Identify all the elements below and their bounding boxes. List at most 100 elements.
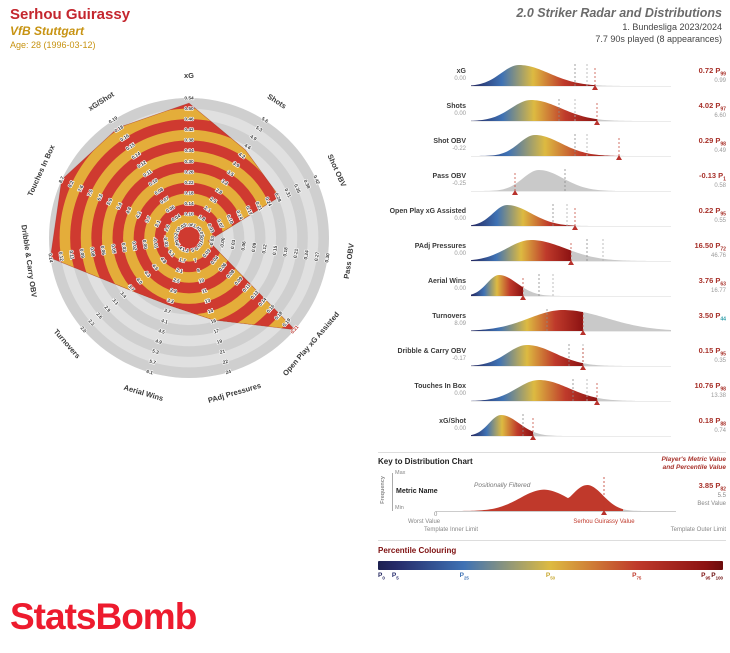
key-player-note-line2: and Percentile Value bbox=[662, 464, 726, 472]
percentile-label-p25: P25 bbox=[459, 572, 469, 581]
radar-tick-label: 1.4 bbox=[191, 223, 200, 232]
radar-tick-label: 0.15 bbox=[125, 142, 136, 152]
player-value-marker bbox=[520, 294, 526, 300]
distribution-values: 3.50 P44 bbox=[671, 311, 726, 331]
distribution-row-xg-shot: xG/Shot 0.00 0.18 P88 0.74 bbox=[378, 408, 726, 443]
radar-tick-label: 19 bbox=[216, 338, 223, 345]
radar-tick-label: 3.4 bbox=[119, 291, 128, 300]
radar-tick-label: 2.1 bbox=[175, 267, 183, 275]
player-value-and-percentile: 3.76 P63 bbox=[698, 275, 726, 288]
radar-tick-label: 0.09 bbox=[251, 242, 258, 252]
distribution-label-block: xG/Shot 0.00 bbox=[378, 418, 471, 434]
radar-tick-label: 0.30 bbox=[184, 159, 194, 165]
player-value-marker bbox=[594, 119, 600, 125]
distribution-plot bbox=[471, 63, 671, 90]
distribution-plot bbox=[471, 308, 671, 335]
radar-axis-title: Shots bbox=[266, 92, 288, 111]
radar-axis-title: xG bbox=[184, 71, 194, 80]
radar-tick-label: 11 bbox=[201, 288, 208, 295]
player-value-marker bbox=[530, 434, 536, 440]
distribution-values: 16.50 P72 46.76 bbox=[671, 241, 726, 261]
key-frequency-label: Frequency bbox=[379, 476, 386, 504]
radar-tick-label: 0.08 bbox=[88, 247, 95, 257]
player-value-marker bbox=[594, 399, 600, 405]
best-value: 46.76 bbox=[710, 253, 726, 260]
percentile-label-p50: P50 bbox=[545, 572, 556, 581]
radar-axis-shots: 1.41.82.12.52.83.23.53.94.24.64.95.35.6 S… bbox=[191, 91, 289, 233]
distribution-row-touches-in-box: Touches In Box 0.00 10.76 P98 13.38 bbox=[378, 373, 726, 408]
radar-tick-label: 5.4 bbox=[175, 242, 184, 251]
radar-tick-label: -0.04 bbox=[172, 234, 180, 246]
percentile-bar-labels: P0 P5 P25 P50 P75 P95 P100 bbox=[378, 572, 723, 584]
player-value-and-percentile: 0.18 P88 bbox=[698, 415, 726, 428]
percentile-gradient-bar bbox=[378, 561, 723, 570]
radar-tick-label: 8 bbox=[197, 268, 202, 275]
distribution-plot bbox=[471, 273, 671, 300]
radar-tick-label: 3.3 bbox=[166, 298, 174, 306]
key-worst-value-number: 0 bbox=[434, 512, 438, 518]
radar-tick-label: 0.09 bbox=[78, 248, 85, 258]
distribution-values: 10.76 P98 13.38 bbox=[671, 381, 726, 401]
worst-value: 0.00 bbox=[454, 216, 466, 223]
radar-tick-label: 6.1 bbox=[145, 369, 153, 377]
distribution-list: xG 0.00 0.72 P99 0.99 Shots 0.00 4.02 P97 6.60 S… bbox=[378, 58, 726, 443]
metric-label: xG/Shot bbox=[439, 417, 466, 425]
key-template-inner-label: Template Inner Limit bbox=[424, 527, 479, 533]
radar-tick-label: 0.11 bbox=[242, 283, 253, 294]
distribution-plot bbox=[471, 238, 671, 265]
radar-tick-label: 0.11 bbox=[142, 169, 153, 179]
radar-tick-label: 0.14 bbox=[47, 253, 54, 263]
player-value-and-percentile: 3.50 P44 bbox=[698, 310, 726, 323]
radar-tick-label: 0.28 bbox=[273, 192, 282, 203]
radar-tick-label: 0.14 bbox=[234, 210, 243, 221]
best-value: 0.49 bbox=[714, 148, 726, 155]
radar-tick-label: 4.8 bbox=[159, 256, 168, 265]
key-example-distribution bbox=[436, 477, 676, 515]
key-chart: Frequency Max Min Metric Name Positional… bbox=[378, 469, 726, 535]
radar-tick-label: 4.3 bbox=[143, 270, 152, 279]
team-name: VfB Stuttgart bbox=[10, 24, 84, 38]
key-best-value-number: 5.5 bbox=[717, 493, 726, 499]
radar-tick-label: -0.05 bbox=[198, 234, 206, 246]
key-player-value-label: Serhou Guirassy Value bbox=[573, 519, 635, 525]
radar-tick-label: 3.9 bbox=[232, 161, 241, 170]
key-min-label: Min bbox=[395, 505, 404, 511]
radar-tick-label: 0.03 bbox=[177, 222, 188, 232]
radar-axis-pass-obv: -0.05 -0.03 -0.00 0.03 0.06 0.09 0.12 0.15 0.18 0… bbox=[198, 233, 357, 280]
distribution-label-block: Touches In Box 0.00 bbox=[378, 383, 471, 399]
radar-tick-label: 5.9 bbox=[106, 197, 114, 206]
radar-tick-label: 0.10 bbox=[184, 212, 194, 218]
radar-tick-label: 0.11 bbox=[68, 250, 75, 260]
radar-tick-label: 2.6 bbox=[95, 311, 104, 320]
radar-tick-label: 5.7 bbox=[148, 359, 156, 367]
key-player-note-line1: Player's Metric Value bbox=[661, 456, 726, 463]
key-positionally-filtered-label: Positionally Filtered bbox=[474, 482, 531, 489]
radar-tick-label: 2.0 bbox=[173, 228, 181, 237]
worst-value: 0.00 bbox=[454, 251, 466, 258]
worst-value: 0.00 bbox=[454, 76, 466, 83]
radar-tick-label: 3.1 bbox=[111, 298, 120, 307]
radar-tick-label: 0.07 bbox=[159, 195, 170, 205]
radar-tick-label: 4.2 bbox=[135, 211, 143, 220]
report-header: 2.0 Striker Radar and Distributions 1. B… bbox=[516, 6, 722, 44]
radar-tick-label: 2.9 bbox=[103, 305, 112, 314]
radar-tick-label: 0.54 bbox=[184, 95, 194, 101]
radar-tick-label: 4.9 bbox=[154, 338, 162, 346]
radar-tick-label: 0.18 bbox=[184, 191, 194, 197]
metric-label: Open Play xG Assisted bbox=[389, 207, 466, 215]
metric-label: Dribble & Carry OBV bbox=[397, 347, 466, 355]
player-value-and-percentile: 10.76 P98 bbox=[694, 380, 726, 393]
radar-tick-label: 0.14 bbox=[131, 151, 142, 161]
distribution-plot bbox=[471, 378, 671, 405]
radar-tick-label: 5.6 bbox=[260, 116, 269, 125]
worst-value: 8.09 bbox=[454, 321, 466, 328]
radar-tick-label: 2.8 bbox=[214, 187, 223, 196]
key-example-value: 3.85 P82 bbox=[698, 481, 726, 493]
worst-value: 0.00 bbox=[454, 286, 466, 293]
radar-tick-label: 0.00 bbox=[141, 239, 148, 249]
distribution-row-aerial-wins: Aerial Wins 0.00 3.76 P63 16.77 bbox=[378, 268, 726, 303]
radar-tick-label: 0.15 bbox=[272, 245, 279, 255]
distribution-row-pass-obv: Pass OBV -0.25 -0.13 P1 0.58 bbox=[378, 163, 726, 198]
radar-tick-label: 0.18 bbox=[282, 247, 289, 257]
